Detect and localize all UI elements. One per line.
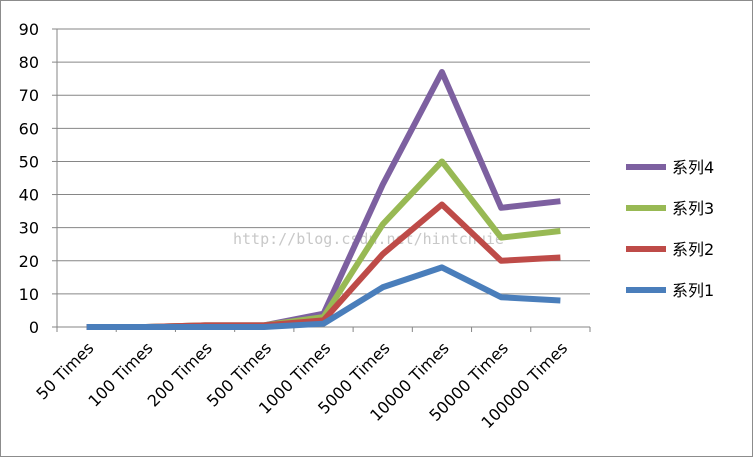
y-tick-label: 10 <box>19 285 39 304</box>
axes <box>52 28 591 332</box>
y-tick-label: 40 <box>19 186 39 205</box>
y-tick-label: 0 <box>29 318 39 337</box>
legend-item: 系列2 <box>626 240 714 259</box>
legend-label: 系列1 <box>672 281 714 300</box>
series-line-系列1 <box>86 264 561 330</box>
y-tick-labels: 0 10 20 30 40 50 60 70 80 90 <box>19 20 39 337</box>
y-tick-label: 60 <box>19 119 39 138</box>
legend-item: 系列3 <box>626 199 714 218</box>
y-tick-label: 80 <box>19 53 39 72</box>
legend-item: 系列1 <box>626 281 714 300</box>
y-tick-label: 90 <box>19 20 39 39</box>
y-tick-label: 70 <box>19 86 39 105</box>
legend-label: 系列3 <box>672 199 714 218</box>
legend-label: 系列2 <box>672 240 714 259</box>
legend-item: 系列4 <box>626 158 714 177</box>
gridlines <box>57 28 590 295</box>
y-tick-label: 30 <box>19 219 39 238</box>
series-lines <box>86 69 561 330</box>
legend: 系列4 系列3 系列2 系列1 <box>626 158 714 300</box>
y-tick-label: 50 <box>19 152 39 171</box>
y-tick-label: 20 <box>19 252 39 271</box>
legend-label: 系列4 <box>672 158 714 177</box>
watermark-text: http://blog.csdn.net/hintcnuie <box>233 230 504 248</box>
